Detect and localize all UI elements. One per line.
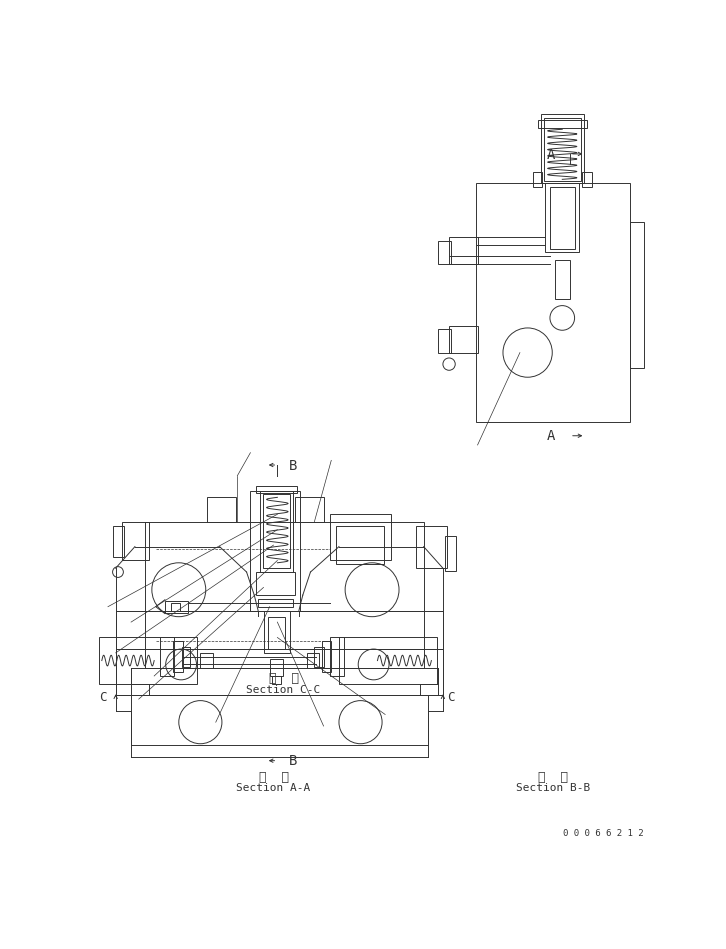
- Bar: [416, 526, 446, 568]
- Bar: [449, 237, 478, 264]
- Bar: [113, 526, 124, 557]
- Text: 断  面: 断 面: [538, 771, 568, 784]
- Bar: [115, 610, 443, 696]
- Bar: [449, 326, 478, 353]
- Bar: [200, 653, 213, 668]
- Bar: [336, 526, 383, 565]
- Bar: [538, 120, 587, 128]
- Bar: [555, 260, 570, 299]
- Bar: [545, 183, 579, 252]
- Bar: [256, 572, 295, 595]
- Text: B: B: [289, 754, 297, 769]
- Text: Section B-B: Section B-B: [516, 784, 590, 793]
- Bar: [330, 638, 343, 676]
- Bar: [445, 536, 456, 571]
- Bar: [544, 118, 581, 181]
- Bar: [256, 486, 298, 493]
- Bar: [122, 522, 149, 561]
- Bar: [270, 659, 282, 676]
- Bar: [115, 610, 443, 649]
- Text: 断  面: 断 面: [258, 771, 288, 784]
- Bar: [582, 172, 592, 187]
- Bar: [268, 617, 285, 649]
- Bar: [171, 603, 180, 610]
- Text: C: C: [99, 692, 106, 704]
- Bar: [541, 114, 584, 183]
- Bar: [322, 642, 331, 672]
- Bar: [476, 183, 630, 422]
- Bar: [145, 522, 424, 668]
- Bar: [330, 514, 391, 561]
- Bar: [131, 668, 438, 696]
- Bar: [250, 492, 301, 610]
- Bar: [99, 638, 197, 683]
- Bar: [272, 676, 281, 683]
- Bar: [533, 172, 542, 187]
- Text: 0 0 0 6 6 2 1 2: 0 0 0 6 6 2 1 2: [563, 829, 644, 839]
- Bar: [182, 646, 189, 667]
- Bar: [160, 638, 174, 676]
- Bar: [115, 610, 443, 696]
- Bar: [206, 497, 236, 522]
- Text: B: B: [289, 458, 297, 473]
- Bar: [314, 646, 324, 667]
- Bar: [263, 494, 290, 568]
- Bar: [258, 599, 293, 606]
- Text: A: A: [547, 429, 555, 443]
- Bar: [131, 696, 428, 745]
- Bar: [339, 638, 437, 683]
- Bar: [264, 610, 290, 653]
- Bar: [630, 222, 644, 368]
- Bar: [165, 601, 188, 613]
- Bar: [295, 497, 325, 522]
- Text: A: A: [547, 147, 555, 161]
- Bar: [115, 649, 443, 696]
- Text: C: C: [446, 692, 454, 704]
- Text: Section C-C: Section C-C: [246, 685, 321, 695]
- Bar: [173, 642, 184, 672]
- Text: Section A-A: Section A-A: [237, 784, 311, 793]
- Bar: [550, 187, 574, 249]
- Bar: [438, 329, 452, 353]
- Text: 断  面: 断 面: [269, 672, 298, 685]
- Bar: [261, 492, 293, 572]
- Bar: [438, 241, 452, 264]
- Bar: [306, 653, 319, 668]
